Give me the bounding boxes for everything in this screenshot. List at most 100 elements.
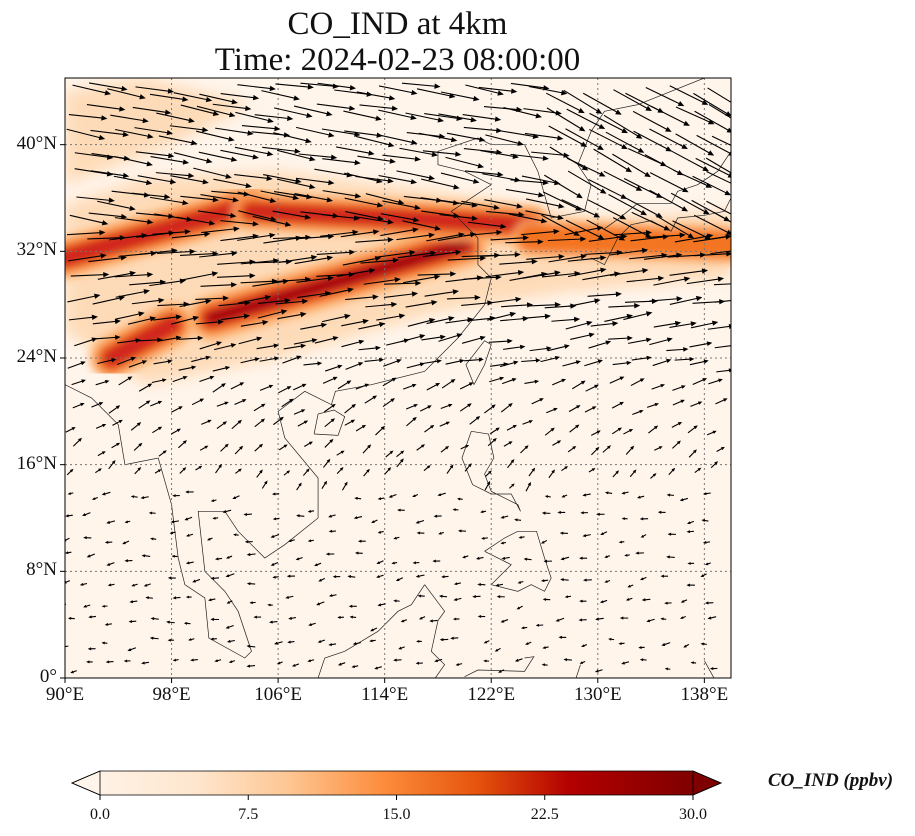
wind-vector <box>170 315 200 325</box>
wind-vector <box>115 128 154 139</box>
wind-vector <box>208 598 216 602</box>
wind-vector <box>170 175 209 185</box>
wind-vector <box>661 642 671 647</box>
wind-vector <box>355 135 395 148</box>
wind-vector <box>560 556 570 561</box>
wind-vector <box>150 537 157 541</box>
wind-vector <box>152 314 183 321</box>
wind-vector <box>65 551 72 555</box>
wind-vector <box>416 639 422 643</box>
wind-vector <box>518 535 525 539</box>
wind-vector <box>172 375 188 383</box>
wind-vector <box>579 556 588 560</box>
wind-vector <box>549 146 589 171</box>
wind-vector <box>308 622 316 627</box>
wind-vector <box>604 555 610 558</box>
wind-vector <box>215 127 254 136</box>
wind-vector <box>560 578 569 582</box>
wind-vector <box>66 229 106 236</box>
wind-vector <box>173 92 213 103</box>
wind-vector <box>213 178 252 189</box>
wind-vector <box>303 441 313 447</box>
wind-vector <box>275 83 314 90</box>
wind-vector <box>240 320 269 327</box>
wind-vector <box>463 229 503 237</box>
wind-vector <box>529 346 552 352</box>
wind-vector <box>260 190 300 201</box>
wind-vector <box>172 494 180 498</box>
wind-vectors <box>65 82 731 674</box>
wind-vector <box>302 468 310 476</box>
wind-vector <box>226 639 235 643</box>
wind-vector <box>716 368 731 373</box>
wind-vector <box>130 495 138 499</box>
wind-vector <box>186 533 194 537</box>
wind-vector <box>631 355 652 361</box>
wind-vector <box>246 644 256 648</box>
wind-vector <box>282 355 302 364</box>
wind-vector <box>273 132 312 144</box>
wind-vector <box>124 559 133 563</box>
wind-vector <box>686 530 694 534</box>
wind-vector <box>683 643 690 648</box>
wind-vector <box>185 490 194 494</box>
wind-vector <box>525 641 532 645</box>
wind-vector <box>641 598 651 602</box>
wind-vector <box>343 110 382 121</box>
wind-vector <box>86 553 96 558</box>
wind-vector <box>407 318 436 327</box>
wind-vector <box>412 493 419 498</box>
wind-vector <box>188 638 195 641</box>
wind-vector <box>667 532 677 536</box>
wind-vector <box>700 573 707 578</box>
wind-vector <box>281 398 294 408</box>
wind-vector <box>210 637 217 641</box>
wind-vector <box>596 512 605 516</box>
wind-vector <box>357 539 366 543</box>
wind-vector <box>234 445 244 455</box>
wind-vector <box>275 298 309 305</box>
wind-vector <box>483 640 490 644</box>
wind-vector <box>702 540 711 544</box>
wind-vector <box>101 604 108 608</box>
wind-vector <box>593 148 633 173</box>
wind-vector <box>354 496 362 500</box>
wind-vector <box>588 179 628 199</box>
wind-vector <box>672 220 712 240</box>
wind-vector <box>525 198 565 209</box>
wind-vector <box>500 515 509 519</box>
wind-vector <box>644 154 684 176</box>
wind-vector <box>199 341 223 350</box>
coastline-0 <box>65 78 705 659</box>
wind-vector <box>364 395 378 404</box>
wind-vector <box>303 361 323 366</box>
wind-vector <box>555 617 565 622</box>
wind-vector <box>277 149 316 162</box>
wind-vector <box>238 294 272 304</box>
wind-vector <box>632 110 672 132</box>
wind-vector <box>294 192 333 203</box>
wind-vector <box>324 418 336 428</box>
wind-vector <box>349 615 357 619</box>
wind-vector <box>666 347 689 352</box>
wind-vector <box>403 383 417 390</box>
wind-vector <box>270 561 279 566</box>
wind-vector <box>693 92 731 117</box>
wind-vector <box>220 443 229 452</box>
wind-vector <box>345 362 364 370</box>
wind-vector <box>565 128 604 151</box>
wind-vector <box>711 135 731 146</box>
wind-vector <box>237 232 276 241</box>
wind-vector <box>557 510 566 515</box>
wind-vector <box>653 276 691 286</box>
wind-vector <box>654 446 663 451</box>
wind-vector <box>352 642 361 646</box>
wind-vector <box>570 332 595 340</box>
lat-tick-label: 32°N <box>16 239 57 261</box>
wind-vector <box>115 289 150 298</box>
wind-vector <box>97 270 136 280</box>
wind-vector <box>388 493 397 498</box>
wind-vector <box>433 514 442 518</box>
wind-vector <box>393 658 402 662</box>
wind-vector <box>531 398 544 405</box>
